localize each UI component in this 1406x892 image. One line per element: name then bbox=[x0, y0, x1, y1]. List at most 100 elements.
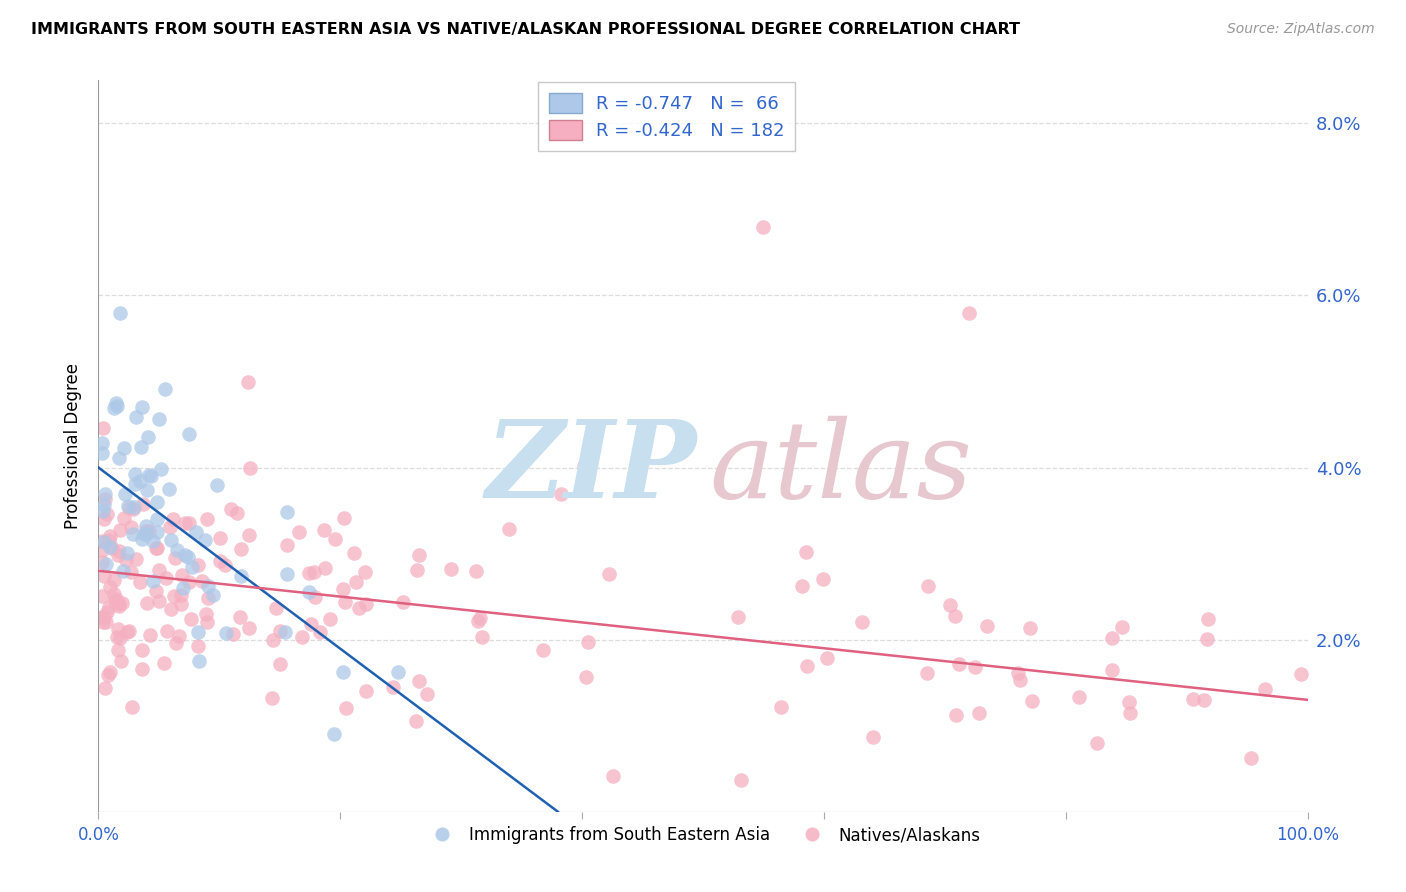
Point bbox=[299, 617, 322, 632]
Point bbox=[440, 562, 463, 576]
Point bbox=[187, 625, 209, 640]
Point bbox=[155, 382, 177, 396]
Point bbox=[967, 706, 990, 720]
Point bbox=[170, 588, 193, 602]
Point bbox=[135, 527, 157, 541]
Point bbox=[197, 579, 219, 593]
Point bbox=[236, 375, 259, 389]
Point bbox=[118, 624, 141, 639]
Point bbox=[117, 500, 139, 515]
Point bbox=[138, 467, 160, 482]
Point bbox=[276, 505, 298, 519]
Point bbox=[260, 691, 283, 706]
Point bbox=[101, 541, 124, 556]
Point bbox=[468, 611, 491, 625]
Point bbox=[165, 635, 187, 649]
Point bbox=[207, 478, 229, 492]
Point bbox=[177, 516, 200, 530]
Point bbox=[174, 549, 197, 563]
Point bbox=[93, 568, 115, 582]
Point bbox=[851, 615, 873, 629]
Point bbox=[98, 580, 121, 594]
Point bbox=[98, 540, 121, 554]
Point bbox=[288, 524, 311, 539]
Point bbox=[465, 564, 488, 578]
Point bbox=[107, 622, 129, 636]
Point bbox=[91, 446, 114, 460]
Point bbox=[108, 597, 131, 611]
Point bbox=[112, 511, 135, 525]
Point bbox=[166, 542, 188, 557]
Point bbox=[408, 673, 430, 688]
Point bbox=[145, 524, 167, 539]
Point bbox=[132, 498, 155, 512]
Point bbox=[91, 420, 114, 434]
Point bbox=[91, 590, 114, 604]
Point bbox=[108, 599, 131, 614]
Point bbox=[108, 305, 131, 319]
Point bbox=[273, 624, 295, 639]
Point bbox=[105, 396, 128, 410]
Point bbox=[229, 542, 252, 557]
Point bbox=[1008, 673, 1031, 687]
Point bbox=[177, 427, 200, 442]
Point bbox=[416, 687, 439, 701]
Point bbox=[105, 630, 128, 644]
Point bbox=[172, 568, 194, 582]
Point bbox=[149, 461, 172, 475]
Point bbox=[93, 492, 115, 507]
Point bbox=[238, 621, 260, 635]
Point bbox=[228, 610, 250, 624]
Point bbox=[111, 565, 134, 579]
Point bbox=[103, 573, 125, 587]
Point bbox=[1182, 692, 1205, 706]
Point bbox=[1069, 690, 1091, 704]
Point bbox=[276, 566, 298, 581]
Point bbox=[572, 459, 595, 474]
Point bbox=[146, 541, 169, 556]
Point bbox=[333, 511, 356, 525]
Point bbox=[298, 566, 321, 580]
Point bbox=[138, 524, 160, 539]
Point bbox=[202, 588, 225, 602]
Point bbox=[1101, 632, 1123, 646]
Point bbox=[167, 629, 190, 643]
Text: atlas: atlas bbox=[709, 416, 972, 521]
Point bbox=[269, 657, 291, 671]
Point bbox=[91, 555, 114, 569]
Point bbox=[309, 624, 332, 639]
Point bbox=[153, 656, 176, 670]
Point bbox=[115, 553, 138, 567]
Point bbox=[111, 596, 134, 610]
Point bbox=[163, 589, 186, 603]
Point bbox=[727, 609, 749, 624]
Text: Source: ZipAtlas.com: Source: ZipAtlas.com bbox=[1227, 22, 1375, 37]
Point bbox=[1119, 706, 1142, 720]
Point bbox=[948, 657, 970, 671]
Point bbox=[122, 500, 145, 515]
Point bbox=[381, 680, 404, 694]
Point bbox=[163, 550, 186, 565]
Point bbox=[148, 563, 170, 577]
Point bbox=[598, 567, 620, 582]
Point bbox=[332, 582, 354, 596]
Point bbox=[159, 602, 181, 616]
Point bbox=[1254, 681, 1277, 696]
Point bbox=[131, 662, 153, 676]
Point bbox=[531, 643, 554, 657]
Y-axis label: Professional Degree: Professional Degree bbox=[65, 363, 83, 529]
Point bbox=[208, 554, 231, 568]
Point bbox=[1118, 695, 1140, 709]
Point bbox=[231, 569, 253, 583]
Point bbox=[1101, 663, 1123, 677]
Point bbox=[121, 526, 143, 541]
Point bbox=[291, 630, 314, 644]
Point bbox=[349, 600, 371, 615]
Point bbox=[107, 543, 129, 558]
Point bbox=[314, 523, 336, 537]
Point bbox=[269, 624, 291, 638]
Point bbox=[184, 525, 207, 540]
Point bbox=[957, 305, 980, 319]
Point bbox=[105, 399, 128, 413]
Point bbox=[794, 545, 817, 559]
